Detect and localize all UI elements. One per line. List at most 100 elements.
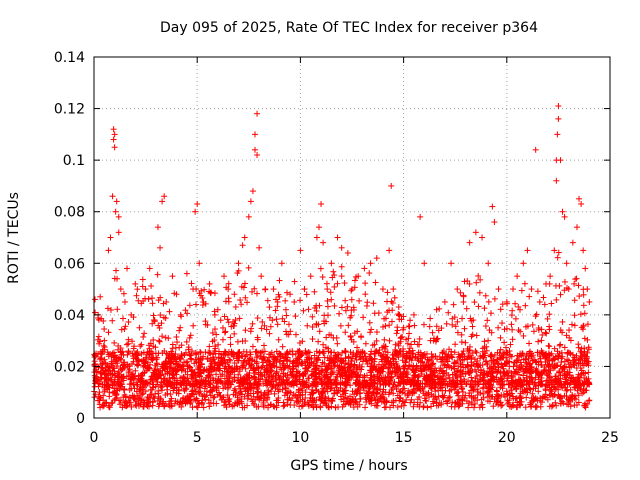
data-point <box>488 310 495 317</box>
chart-title: Day 095 of 2025, Rate Of TEC Index for r… <box>160 20 538 36</box>
data-point <box>481 305 488 312</box>
data-point <box>301 286 308 293</box>
data-point <box>234 338 241 345</box>
data-point <box>557 157 564 164</box>
data-point <box>169 273 176 280</box>
data-point <box>151 395 158 402</box>
data-point <box>241 280 248 287</box>
data-point <box>291 298 298 305</box>
data-point <box>534 288 541 295</box>
data-point <box>121 325 128 332</box>
data-point <box>206 280 213 287</box>
data-point <box>104 305 111 312</box>
data-point <box>526 293 533 300</box>
data-point <box>445 394 452 401</box>
data-point <box>484 317 491 324</box>
data-point <box>406 323 413 330</box>
data-point <box>132 280 139 287</box>
data-point <box>461 325 468 332</box>
data-point <box>366 319 373 326</box>
data-point <box>509 286 516 293</box>
data-point <box>480 390 487 397</box>
data-point <box>189 387 196 394</box>
data-point <box>345 322 352 329</box>
data-point <box>497 334 504 341</box>
data-point <box>262 286 269 293</box>
data-point <box>394 404 401 411</box>
data-point <box>370 300 377 307</box>
data-point <box>524 247 531 254</box>
data-point <box>449 321 456 328</box>
data-point <box>360 314 367 321</box>
data-point <box>384 298 391 305</box>
data-point <box>460 292 467 299</box>
data-point <box>114 306 121 313</box>
data-point <box>390 390 397 397</box>
data-point <box>183 338 190 345</box>
data-point <box>356 297 363 304</box>
data-point <box>407 317 414 324</box>
data-point <box>196 384 203 391</box>
data-point <box>530 328 537 335</box>
data-point <box>324 303 331 310</box>
data-point <box>416 335 423 342</box>
data-point <box>553 177 560 184</box>
data-point <box>107 306 114 313</box>
data-point <box>311 288 318 295</box>
data-point <box>509 336 516 343</box>
data-point <box>362 280 369 287</box>
data-point <box>584 336 591 343</box>
data-point <box>491 295 498 302</box>
data-point <box>344 249 351 256</box>
data-point <box>507 341 514 348</box>
data-point <box>580 291 587 298</box>
data-point <box>362 340 369 347</box>
data-point <box>112 208 119 215</box>
data-point <box>372 279 379 286</box>
data-point <box>342 348 349 355</box>
data-point <box>572 396 579 403</box>
data-point <box>535 388 542 395</box>
data-point <box>309 336 316 343</box>
data-point <box>213 331 220 338</box>
data-point <box>581 345 588 352</box>
data-point <box>266 330 273 337</box>
data-point <box>194 404 201 411</box>
data-point <box>149 300 156 307</box>
data-point <box>215 341 222 348</box>
data-point <box>134 286 141 293</box>
data-point <box>575 341 582 348</box>
data-point <box>358 333 365 340</box>
data-point <box>327 289 334 296</box>
data-point <box>563 260 570 267</box>
data-point <box>188 348 195 355</box>
data-point <box>328 349 335 356</box>
data-point <box>561 213 568 220</box>
data-point <box>430 361 437 368</box>
data-point <box>111 131 118 138</box>
data-point <box>577 311 584 318</box>
data-point <box>162 392 169 399</box>
data-point <box>408 341 415 348</box>
data-point <box>571 322 578 329</box>
data-point <box>242 327 249 334</box>
data-point <box>282 328 289 335</box>
data-point <box>146 265 153 272</box>
data-point <box>407 399 414 406</box>
x-tick-label: 25 <box>601 430 619 446</box>
data-point <box>334 340 341 347</box>
data-point <box>207 290 214 297</box>
data-point <box>388 318 395 325</box>
data-point <box>316 328 323 335</box>
data-point <box>522 302 529 309</box>
data-point <box>122 323 129 330</box>
data-point <box>503 344 510 351</box>
data-point <box>338 273 345 280</box>
data-point <box>107 234 114 241</box>
data-point <box>115 229 122 236</box>
data-point <box>213 400 220 407</box>
data-point <box>498 402 505 409</box>
data-point <box>559 208 566 215</box>
data-point <box>368 326 375 333</box>
